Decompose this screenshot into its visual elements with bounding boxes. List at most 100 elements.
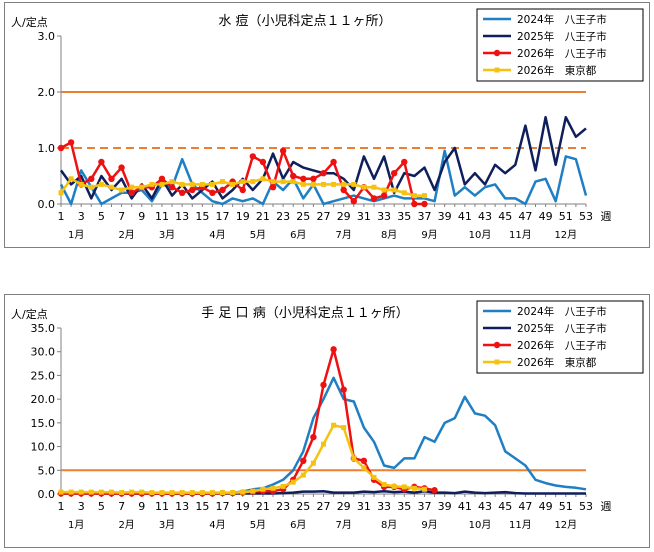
data-point xyxy=(330,158,337,166)
data-point xyxy=(300,457,307,464)
data-point xyxy=(280,179,286,185)
x-tick-label: 49 xyxy=(539,210,553,223)
x-tick-label: 43 xyxy=(478,500,492,513)
month-label: 4月 xyxy=(209,519,225,531)
data-point xyxy=(259,158,267,166)
y-tick-label: 30.0 xyxy=(31,346,56,359)
y-tick-label: 35.0 xyxy=(31,322,56,335)
data-point xyxy=(128,189,135,196)
data-point xyxy=(371,474,377,480)
data-point xyxy=(421,486,427,492)
x-tick-label: 33 xyxy=(377,500,391,513)
data-point xyxy=(57,144,65,152)
data-point xyxy=(310,175,317,182)
x-tick-label: 43 xyxy=(478,210,492,223)
data-point xyxy=(159,490,165,496)
data-point xyxy=(300,175,307,182)
data-point xyxy=(390,170,398,177)
data-point xyxy=(360,457,368,464)
x-tick-label: 31 xyxy=(357,210,371,223)
data-point xyxy=(189,186,196,194)
month-label: 10月 xyxy=(469,519,492,531)
data-point xyxy=(380,192,388,199)
x-tick-label: 5 xyxy=(98,500,105,513)
y-tick-label: 20.0 xyxy=(31,393,56,406)
data-point xyxy=(239,186,246,194)
data-point xyxy=(189,181,195,187)
data-point xyxy=(230,490,236,496)
x-tick-label: 15 xyxy=(195,210,209,223)
x-tick-label: 33 xyxy=(377,210,391,223)
x-tick-label: 27 xyxy=(317,210,331,223)
x-tick-label: 35 xyxy=(397,210,411,223)
x-tick-label: 49 xyxy=(539,500,553,513)
data-point xyxy=(119,187,125,193)
data-point xyxy=(78,181,84,187)
legend-label: 2024年 八王子市 xyxy=(517,305,607,318)
data-point xyxy=(240,489,246,495)
month-label: 8月 xyxy=(381,229,397,241)
data-point xyxy=(341,181,347,187)
data-point xyxy=(98,181,104,187)
data-point xyxy=(310,433,317,441)
month-label: 3月 xyxy=(159,519,175,531)
data-point xyxy=(168,184,176,191)
data-point xyxy=(98,158,105,166)
data-point xyxy=(270,179,276,185)
x-tick-label: 39 xyxy=(438,210,452,223)
data-point xyxy=(290,179,296,185)
x-tick-label: 25 xyxy=(296,500,310,513)
legend-label: 2026年 東京都 xyxy=(517,356,597,369)
y-tick-label: 10.0 xyxy=(31,441,56,454)
data-point xyxy=(341,425,347,431)
data-point xyxy=(411,485,417,491)
x-tick-label: 9 xyxy=(138,500,145,513)
x-tick-label: 37 xyxy=(417,500,431,513)
data-point xyxy=(249,153,257,160)
data-point xyxy=(269,184,277,191)
y-tick-label: 2.0 xyxy=(38,86,56,99)
data-point xyxy=(118,164,125,171)
legend-label: 2026年 八王子市 xyxy=(517,339,607,352)
data-point xyxy=(421,193,427,199)
data-point xyxy=(199,181,205,187)
data-point xyxy=(169,490,175,496)
x-tick-label: 7 xyxy=(118,500,125,513)
data-point xyxy=(340,186,347,194)
month-label: 9月 xyxy=(421,519,437,531)
data-point xyxy=(391,187,397,193)
data-point xyxy=(260,176,266,182)
month-label: 5月 xyxy=(250,229,266,241)
chart-title: 水 痘（小児科定点１１ヶ所） xyxy=(218,14,391,29)
month-label: 9月 xyxy=(421,229,437,241)
varicella-chart-panel: 水 痘（小児科定点１１ヶ所） 人/定点 0.0 1.0 2.0 3.0 1 3 5 7 9 11 13 1… xyxy=(4,2,650,248)
x-axis-label: 週 xyxy=(601,500,612,513)
month-label: 2月 xyxy=(118,519,134,531)
y-tick-label: 3.0 xyxy=(38,30,56,43)
data-point xyxy=(320,381,327,389)
y-axis-label: 人/定点 xyxy=(11,15,48,29)
x-tick-label: 15 xyxy=(195,500,209,513)
hfmd-chart-panel: 手 足 口 病（小児科定点１１ヶ所） 人/定点 0.0 5.0 10.0 15.0 20.0… xyxy=(4,294,650,548)
data-point xyxy=(370,195,378,202)
data-point xyxy=(411,200,418,208)
month-label: 11月 xyxy=(509,229,532,241)
legend-marker xyxy=(493,341,501,349)
y-tick-label: 15.0 xyxy=(31,417,56,430)
y-tick-label: 0.0 xyxy=(38,488,56,501)
x-tick-label: 51 xyxy=(559,500,573,513)
data-point xyxy=(139,184,145,190)
data-point xyxy=(139,489,145,495)
x-tick-label: 19 xyxy=(236,500,250,513)
data-point xyxy=(411,193,417,199)
data-point xyxy=(179,181,185,187)
data-point xyxy=(129,184,135,190)
data-point xyxy=(260,486,266,492)
x-tick-label: 29 xyxy=(337,500,351,513)
data-point xyxy=(421,200,428,208)
y-tick-label: 25.0 xyxy=(31,369,56,382)
data-point xyxy=(361,184,367,190)
data-point xyxy=(361,465,367,471)
data-point xyxy=(158,175,166,182)
x-tick-label: 35 xyxy=(397,500,411,513)
